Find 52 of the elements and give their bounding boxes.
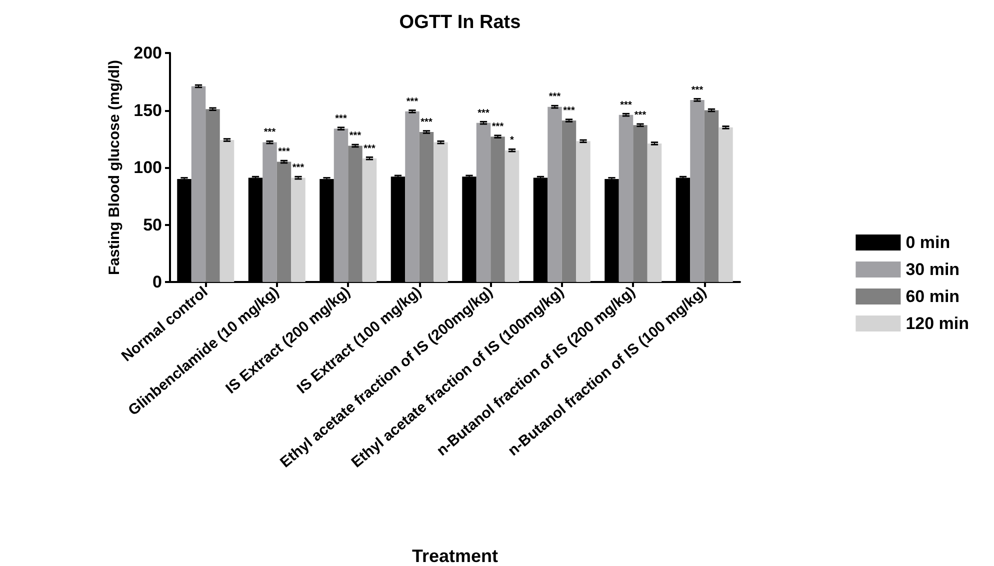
bar — [348, 146, 362, 282]
annotation: *** — [406, 96, 418, 108]
bar — [206, 109, 220, 282]
bar — [490, 136, 505, 282]
bar — [405, 111, 420, 282]
bar — [618, 114, 634, 282]
annotation: * — [510, 135, 514, 146]
bar — [704, 110, 719, 282]
annotation: *** — [335, 113, 347, 124]
y-tick-label: 0 — [152, 272, 162, 292]
annotation: *** — [420, 116, 432, 128]
annotation: *** — [548, 92, 561, 103]
annotation: *** — [264, 127, 276, 138]
bar — [291, 178, 306, 282]
bar — [262, 142, 277, 282]
y-tick-label: 150 — [134, 100, 162, 120]
annotation: *** — [620, 100, 632, 111]
annotation: *** — [278, 146, 290, 158]
bar — [476, 122, 491, 282]
bar — [690, 100, 704, 282]
annotation: *** — [492, 122, 504, 133]
y-axis-title: Fasting Blood glucose (mg/dl) — [106, 60, 123, 275]
chart-title: OGTT In Rats — [399, 12, 521, 33]
bar — [191, 86, 206, 282]
bar — [362, 158, 377, 282]
x-axis-title: Treatment — [412, 546, 498, 566]
annotation: *** — [634, 110, 646, 122]
bar — [334, 128, 348, 282]
annotation: *** — [563, 105, 575, 116]
bar — [718, 127, 733, 282]
annotation: *** — [349, 130, 362, 142]
bar — [419, 132, 434, 282]
legend-label: 60 min — [906, 287, 960, 306]
annotation: *** — [478, 108, 490, 119]
bar — [647, 143, 662, 282]
y-tick-label: 200 — [134, 44, 162, 62]
legend-label: 0 min — [906, 233, 950, 252]
legend-label: 30 min — [906, 260, 960, 279]
bar — [633, 125, 648, 282]
bar — [220, 140, 234, 282]
legend-label: 120 min — [906, 314, 969, 333]
bar — [434, 142, 448, 282]
bar — [562, 120, 576, 282]
annotation: *** — [292, 162, 304, 174]
annotation: *** — [691, 84, 704, 96]
bar — [276, 162, 292, 282]
bar — [576, 141, 590, 282]
annotation: *** — [364, 143, 376, 154]
y-tick-label: 50 — [143, 215, 162, 234]
y-tick-label: 100 — [134, 158, 162, 177]
bar — [548, 106, 562, 282]
bar — [504, 150, 520, 282]
